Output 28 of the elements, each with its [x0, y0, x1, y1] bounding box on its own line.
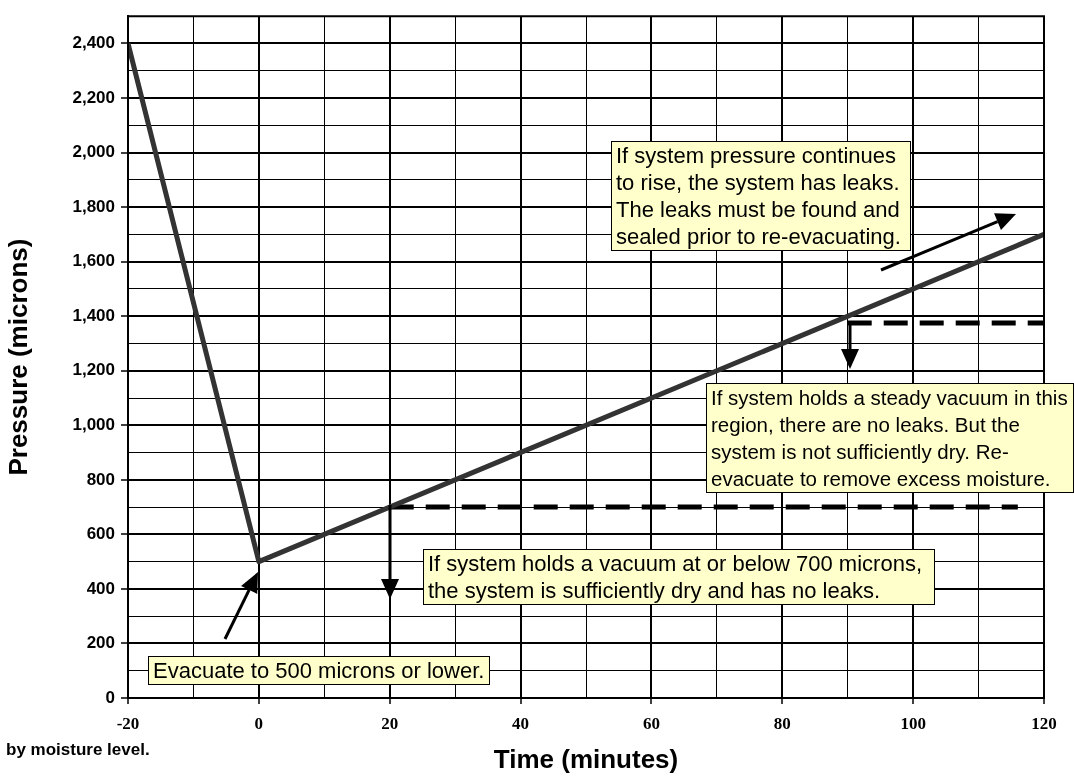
- x-tick-label: 0: [254, 713, 264, 733]
- y-tick-label: 2,200: [72, 87, 115, 107]
- callout: Evacuate to 500 microns or lower.: [148, 656, 490, 685]
- y-tick-label: 2,400: [72, 33, 115, 53]
- x-tick-label: 20: [381, 713, 399, 733]
- x-tick-label: 60: [642, 713, 660, 733]
- callout: If system pressure continues to rise, the system has leaks. The leaks must be found and sealed prior to re-evacuating.: [611, 141, 911, 251]
- x-axis-title: Time (minutes): [493, 743, 679, 774]
- text: by moisture level.: [6, 740, 150, 760]
- x-tick-label: 120: [1031, 713, 1057, 733]
- y-tick-label: 0: [105, 687, 115, 707]
- x-tick-label: 80: [773, 713, 791, 733]
- x-tick-label: 100: [900, 713, 926, 733]
- x-tick-label: -20: [116, 713, 140, 733]
- y-tick-label: 200: [86, 633, 115, 653]
- y-tick-label: 1,200: [72, 360, 115, 380]
- y-tick-label: 1,800: [72, 196, 115, 216]
- y-tick-label: 2,000: [72, 142, 115, 162]
- callout: If system holds a steady vacuum in this region, there are no leaks. But the system is not sufficiently dry. Re-evacuate to remove excess moisture.: [706, 383, 1074, 493]
- y-tick-label: 800: [86, 469, 115, 489]
- y-tick-label: 600: [86, 524, 115, 544]
- y-tick-label: 1,000: [72, 414, 115, 434]
- y-tick-label: 400: [86, 578, 115, 598]
- callout: If system holds a vacuum at or below 700 microns, the system is sufficiently dry and has no leaks.: [423, 549, 935, 605]
- y-axis-title: Pressure (microns): [2, 238, 33, 476]
- x-tick-label: 40: [512, 713, 530, 733]
- y-tick-label: 1,600: [72, 251, 115, 271]
- y-tick-label: 1,400: [72, 305, 115, 325]
